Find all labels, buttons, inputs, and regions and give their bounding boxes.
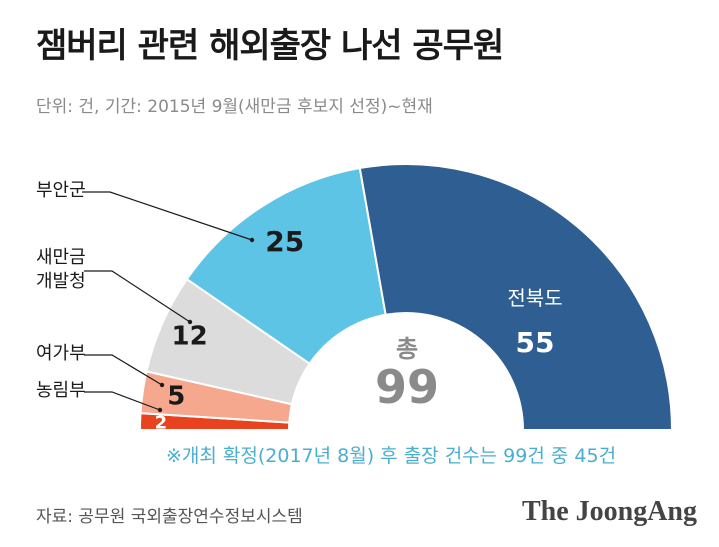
slice-name-label: 새만금 개발청 [36, 247, 86, 292]
slice-name-label: 여가부 [36, 343, 86, 364]
slice-name-label: 부안군 [36, 180, 86, 201]
chart-title: 잼버리 관련 해외출장 나선 공무원 [36, 26, 504, 66]
leader-line [84, 391, 161, 411]
chart-subtitle: 단위: 건, 기간: 2015년 9월(새만금 후보지 선정)~현재 [36, 97, 433, 117]
leader-dot [249, 237, 255, 243]
leader-dot [157, 407, 163, 413]
slice-name-label: 농림부 [36, 380, 86, 401]
total-label: 총 [396, 335, 418, 363]
slice-value-label: 25 [265, 225, 304, 258]
slice-value-label: 55 [516, 326, 555, 359]
leader-line [82, 191, 253, 241]
chart-labels: 2 농림부 5 여가부 12 새만금 개발청 25 부안군 55 전북도 [36, 180, 563, 434]
leader-dot [159, 382, 165, 388]
chart-leader-lines [82, 191, 255, 413]
publisher-logo: The JoongAng [521, 496, 697, 527]
leader-dot [187, 319, 193, 325]
slice-value-label: 2 [155, 413, 168, 434]
slice-name-label: 전북도 [507, 286, 562, 310]
slice-value-label: 5 [167, 382, 185, 412]
slice-value-label: 12 [172, 321, 208, 351]
leader-line [84, 270, 191, 323]
footnote: ※개최 확정(2017년 8월) 후 출장 건수는 99건 중 45건 [166, 445, 617, 467]
source-note: 자료: 공무원 국외출장연수정보시스템 [36, 507, 303, 527]
leader-line [84, 354, 163, 386]
slice-5 [358, 163, 674, 431]
total-value: 99 [375, 360, 439, 414]
chart-slices [138, 163, 674, 431]
slice-4 [185, 166, 387, 366]
